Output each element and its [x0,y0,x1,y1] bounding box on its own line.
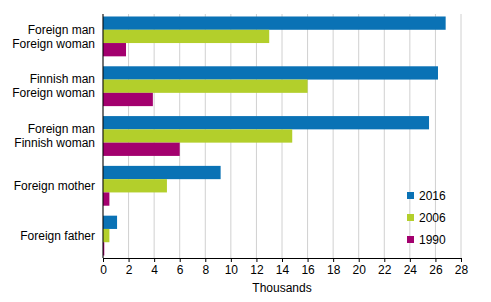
bar [103,143,180,156]
tick-label: 8 [202,263,209,277]
tick-mark [205,258,206,262]
bar [103,30,269,43]
tick-mark [231,258,232,262]
tick: 2 [126,258,133,277]
tick-mark [154,258,155,262]
bar [103,229,109,242]
tick: 12 [250,258,264,277]
legend-item: 2006 [407,211,446,225]
tick: 20 [353,258,367,277]
tick-mark [282,258,283,262]
bar [103,179,167,192]
tick-mark [256,258,257,262]
tick-label: 12 [250,263,264,277]
legend-label: 2016 [419,189,446,203]
bar [103,129,292,142]
tick: 0 [100,258,107,277]
tick: Foreign mother [14,179,103,193]
axis-line [104,259,462,263]
tick: 22 [378,258,392,277]
tick-label: 4 [151,263,158,277]
legend-label: 2006 [419,211,446,225]
tick-mark [410,258,411,262]
tick: Foreign manForeign woman [12,23,103,51]
bar [103,43,126,56]
legend-swatch [407,236,414,243]
tick: 16 [301,258,315,277]
tick: 10 [225,258,239,277]
grid-line [103,14,104,258]
category-label: Foreign manFinnish woman [14,122,95,150]
category-label: Foreign father [20,229,95,243]
tick-mark [180,258,181,262]
tick-mark [308,258,309,262]
legend-swatch [407,214,414,221]
grid-line [384,14,385,258]
grid-line [409,14,410,258]
grid-line [461,14,462,258]
legend-item: 1990 [407,233,446,247]
tick-label: 16 [301,263,315,277]
tick-mark [359,258,360,262]
tick: 8 [202,258,209,277]
category-label: Foreign mother [14,179,95,193]
bar [103,192,109,205]
tick-label: 20 [353,263,367,277]
tick-mark [103,258,104,262]
tick-label: 2 [126,263,133,277]
bar [103,166,221,179]
category-label: Foreign manForeign woman [12,23,95,51]
x-axis: 0246810121416182022242628 [100,258,468,277]
tick-mark [333,258,334,262]
category-label: Finnish manForeign woman [12,72,95,100]
tick: 26 [429,258,443,277]
legend-label: 1990 [419,233,446,247]
legend-item: 2016 [407,189,446,203]
tick-label: 18 [327,263,341,277]
tick: 4 [151,258,158,277]
tick-label: 26 [429,263,443,277]
grid-line [358,14,359,258]
tick-mark [384,258,385,262]
bar [103,93,153,106]
tick: 18 [327,258,341,277]
tick-label: 0 [100,263,107,277]
bar [103,16,446,29]
tick: Foreign manFinnish woman [14,122,103,150]
tick: 6 [177,258,184,277]
tick: 24 [404,258,418,277]
tick: Finnish manForeign woman [12,72,103,100]
tick-label: 14 [276,263,290,277]
tick: Foreign father [20,229,103,243]
tick-label: 22 [378,263,392,277]
bar [103,80,308,93]
plot: 0246810121416182022242628Foreign manFore… [12,14,468,277]
y-axis: Foreign manForeign woman Finnish manForei… [12,14,103,258]
axis-line [103,14,104,258]
tick-mark [129,258,130,262]
legend-swatch [407,192,414,199]
bar [103,216,117,229]
tick-label: 28 [455,263,469,277]
legend: 2016 2006 1990 [407,189,446,247]
tick: 14 [276,258,290,277]
tick-mark [461,258,462,262]
grid-line [333,14,334,258]
tick: 28 [455,258,469,277]
tick-label: 6 [177,263,184,277]
chart: 0246810121416182022242628Foreign manFore… [0,0,491,302]
axis-title: Thousands [252,281,311,295]
tick-label: 10 [225,263,239,277]
bar [103,66,438,79]
grid [103,14,461,258]
bars [103,16,446,255]
tick-label: 24 [404,263,418,277]
grid-line [307,14,308,258]
tick-mark [435,258,436,262]
bar [103,116,429,129]
